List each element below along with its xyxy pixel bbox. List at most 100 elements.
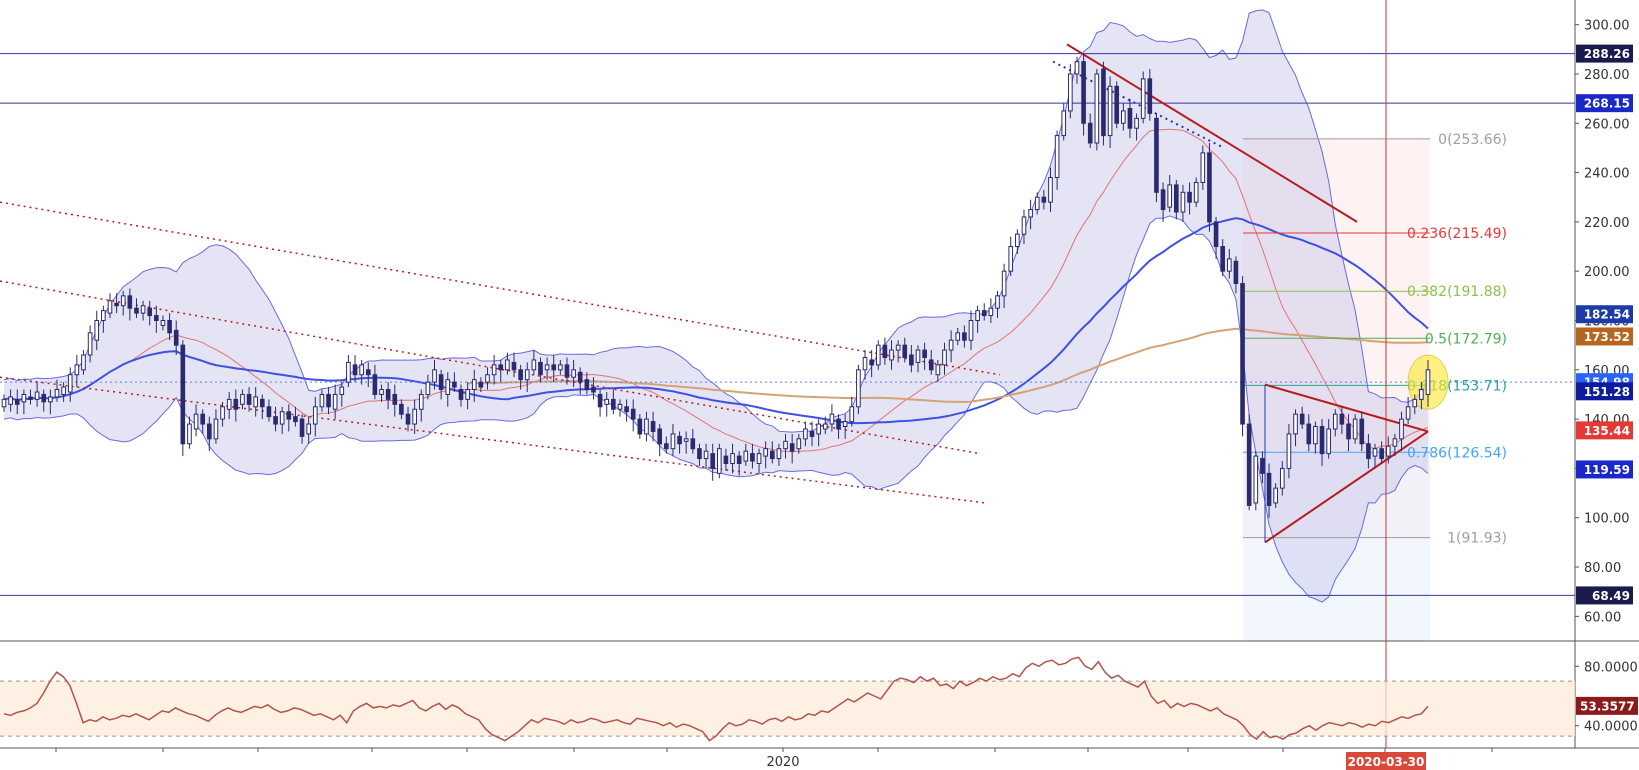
oscillator-y-tick-label: 40.0000	[1584, 720, 1638, 735]
candle-body	[14, 398, 20, 405]
triangle-lower-line	[1264, 430, 1429, 544]
candle-body	[981, 310, 987, 317]
candle-body	[167, 320, 172, 334]
candle-body	[385, 389, 391, 400]
candle-body	[1121, 110, 1126, 124]
date-badge: 2020-03-30	[1346, 752, 1426, 770]
price-badge-bg	[1576, 305, 1633, 324]
price-badge-bg	[1576, 460, 1633, 479]
candle-body	[829, 413, 835, 425]
candle-body	[41, 393, 47, 403]
bollinger-bands	[3, 9, 1429, 603]
candle-body	[836, 418, 841, 430]
candle-body	[783, 440, 788, 450]
candle-body	[266, 406, 272, 418]
candle-body	[1293, 413, 1298, 435]
candle-body	[246, 393, 252, 405]
candle-body	[769, 450, 775, 460]
candle-body	[67, 374, 73, 393]
candle-body	[882, 344, 888, 358]
candle-body	[577, 371, 583, 383]
candle-body	[1299, 413, 1305, 425]
candle-body	[1160, 189, 1166, 211]
candle-body	[809, 430, 815, 437]
candle-body	[915, 349, 921, 363]
candle-body	[1094, 73, 1100, 144]
oscillator-value-badge	[1576, 696, 1638, 715]
fib-label: 0.5(172.79)	[1425, 331, 1507, 347]
candle-body	[1213, 221, 1219, 248]
candle-body	[1246, 423, 1252, 506]
candle-body	[1207, 152, 1212, 223]
y-tick-label: 280.00	[1584, 68, 1630, 83]
candle-body	[683, 438, 689, 442]
candle-body	[438, 374, 444, 391]
price-badge: 182.54	[1576, 305, 1633, 324]
candle-body	[558, 364, 563, 371]
candle-body	[697, 448, 702, 460]
fib-label: 0.236(215.49)	[1407, 226, 1507, 242]
candle-body	[226, 398, 232, 410]
candle-body	[379, 389, 384, 395]
candle-body	[1187, 191, 1192, 203]
candle-body	[160, 320, 166, 326]
bollinger-fill	[4, 9, 1428, 603]
ma-medium	[3, 217, 1429, 425]
candle-body	[28, 396, 33, 400]
price-badge-text: 182.54	[1584, 308, 1630, 322]
bollinger-lower	[3, 215, 1429, 603]
oscillator-line	[3, 656, 1429, 742]
candle-body	[630, 408, 636, 420]
candle-body	[1174, 184, 1179, 213]
candle-body	[392, 393, 398, 405]
candle-body	[491, 364, 497, 376]
candle-body	[505, 359, 510, 371]
candle-body	[776, 448, 782, 460]
candle-body	[624, 406, 629, 413]
candle-body	[1001, 270, 1007, 297]
candle-body	[1419, 389, 1424, 400]
candle-body	[87, 332, 93, 356]
candle-body	[604, 398, 610, 405]
candle-body	[716, 448, 722, 474]
candle-body	[1266, 472, 1272, 506]
candle-body	[670, 433, 676, 450]
price-badge-text: 68.49	[1592, 589, 1630, 603]
ma-short	[3, 128, 1429, 453]
candle-body	[1332, 413, 1338, 430]
grid-and-axes: 300.00280.00260.00240.00220.00200.00180.…	[0, 0, 1639, 752]
candle-body	[597, 393, 603, 408]
candle-body	[1034, 196, 1040, 211]
candle-body	[193, 413, 199, 430]
candle-body	[200, 413, 206, 425]
candle-body	[465, 389, 470, 400]
candle-body	[723, 455, 729, 464]
candle-body	[1134, 117, 1139, 129]
candle-body	[822, 423, 828, 430]
candle-body	[644, 418, 649, 435]
price-badge-text: 173.52	[1584, 330, 1630, 344]
candle-body	[968, 320, 974, 341]
x-date-label: 2020-03-30	[1348, 755, 1425, 769]
candle-body	[1147, 78, 1153, 114]
candle-body	[730, 453, 735, 464]
candle-body	[279, 411, 285, 425]
candle-body	[187, 423, 192, 445]
candle-body	[74, 364, 80, 376]
candle-body	[127, 295, 133, 309]
candle-body	[531, 359, 537, 371]
candle-body	[1127, 107, 1133, 129]
candle-body	[21, 393, 27, 403]
candle-body	[299, 418, 305, 437]
candle-body	[962, 332, 967, 341]
candle-body	[1359, 418, 1365, 445]
candle-body	[471, 379, 477, 391]
price-badge-bg	[1576, 94, 1633, 113]
candle-body	[452, 381, 457, 388]
candle-body	[173, 329, 179, 346]
price-badge: 173.52	[1576, 327, 1633, 346]
candle-body	[743, 450, 749, 462]
candle-body	[657, 428, 663, 445]
candle-body	[478, 381, 484, 388]
